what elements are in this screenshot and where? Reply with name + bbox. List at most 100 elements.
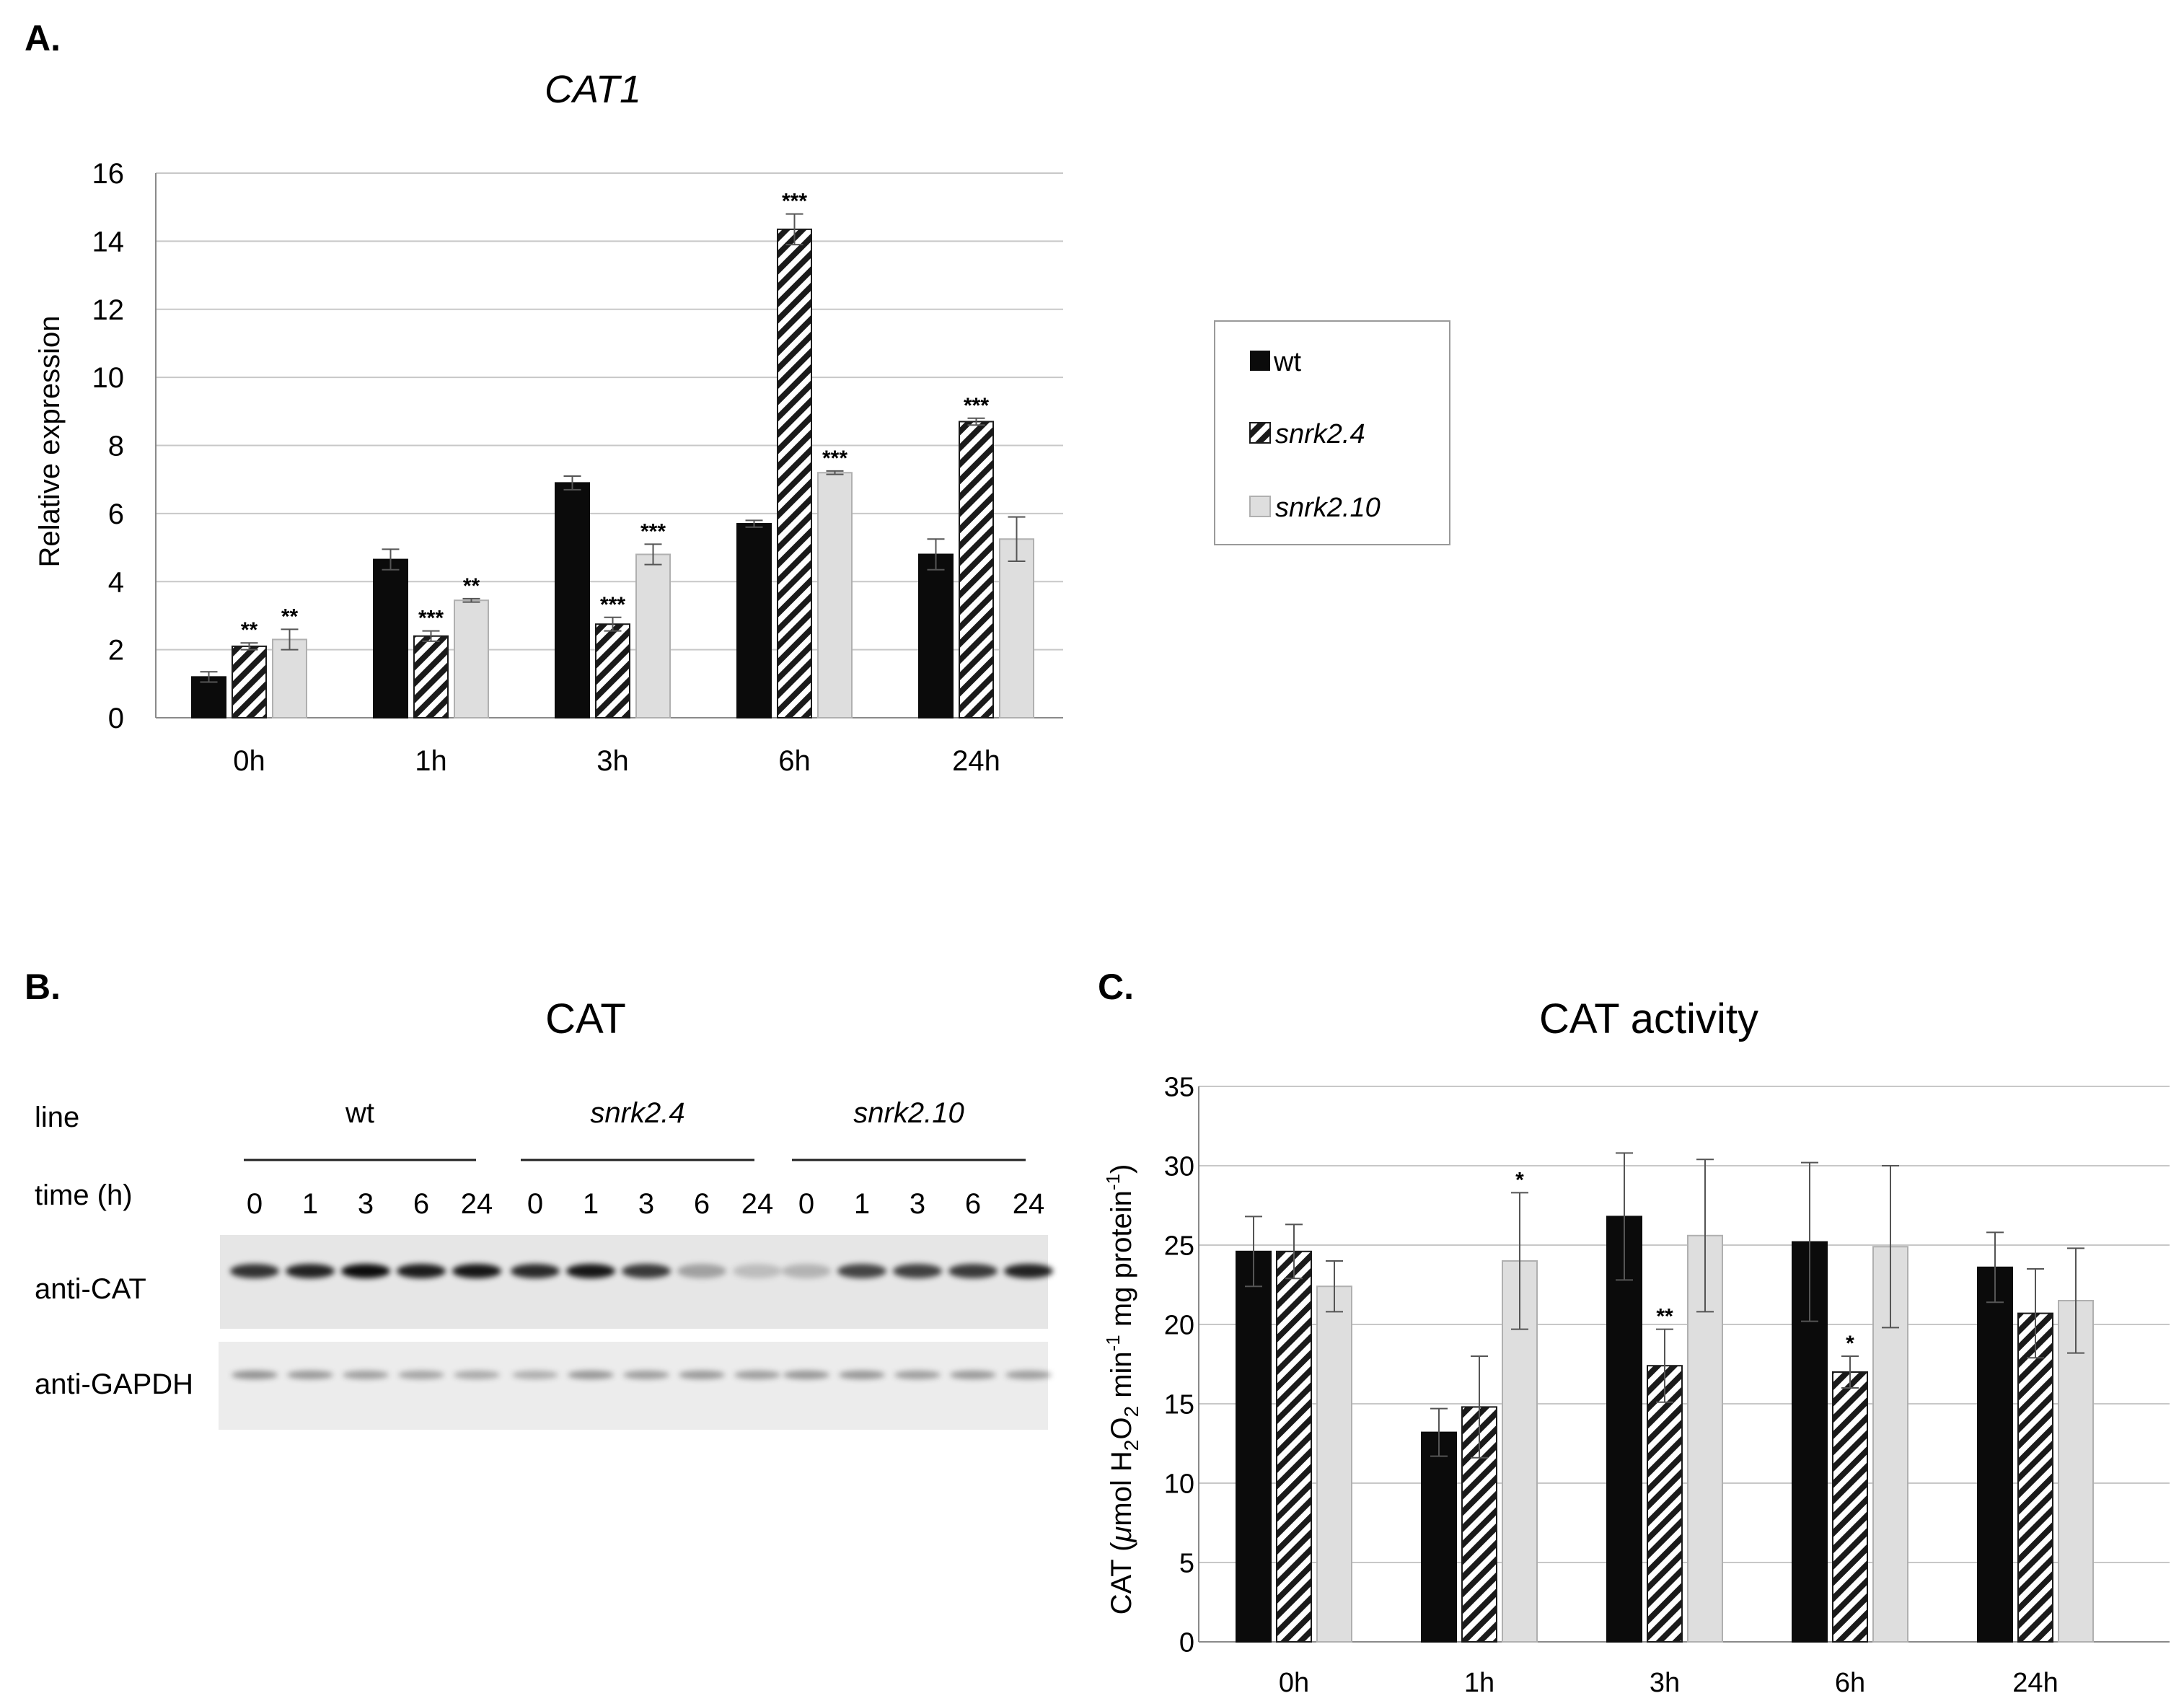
blot-band-anti-gapdh — [894, 1371, 941, 1379]
blot-lane-time-label: 6 — [413, 1188, 429, 1220]
chart-a-x-tick-label: 0h — [233, 745, 265, 777]
blot-band-anti-gapdh — [512, 1371, 558, 1379]
chart-c-y-tick-label: 5 — [1179, 1548, 1194, 1578]
chart-a-x-tick-label: 3h — [596, 745, 629, 777]
blot-lane-time-label: 3 — [910, 1188, 925, 1220]
legend-swatch-snrk2-4 — [1249, 422, 1271, 444]
panel-label-b: B. — [25, 967, 61, 1007]
blot-band-anti-gapdh — [679, 1371, 725, 1379]
chart-a-y-tick-label: 6 — [108, 498, 124, 530]
blot-band-anti-cat — [677, 1264, 726, 1278]
chart-a-bars — [191, 213, 1034, 718]
blot-band-anti-cat — [511, 1264, 560, 1278]
chart-a-x-tick-label: 6h — [778, 745, 811, 777]
chart-c-bar-wt-3h — [1606, 1216, 1642, 1643]
blot-time-label: time (h) — [35, 1179, 133, 1211]
chart-c-x-tick-label: 6h — [1835, 1668, 1865, 1698]
blot-row-label-anti-gapdh: anti-GAPDH — [35, 1368, 193, 1400]
western-blot: CAT line time (h) anti-CAT anti-GAPDH wt… — [35, 995, 1053, 1430]
legend-label-snrk2-4: snrk2.4 — [1275, 419, 1365, 449]
chart-c-x-tick-label: 0h — [1279, 1668, 1309, 1698]
chart-a-significance-label: *** — [822, 447, 847, 470]
chart-c-significance-label: ** — [1656, 1305, 1673, 1329]
blot-band-anti-gapdh — [623, 1371, 669, 1379]
chart-a-bar-wt-6h — [736, 523, 772, 718]
chart-a-x-tick-label: 24h — [952, 745, 1000, 777]
chart-a-y-tick-label: 12 — [92, 294, 125, 326]
blot-band-anti-gapdh — [287, 1371, 333, 1379]
chart-c-bars — [1236, 1152, 2094, 1643]
chart-a-significance-label: *** — [964, 394, 989, 418]
blot-lane-time-label: 6 — [965, 1188, 981, 1220]
blot-lane-time-label: 1 — [302, 1188, 318, 1220]
chart-a-y-tick-label: 4 — [108, 566, 124, 598]
blot-band-anti-cat — [286, 1264, 335, 1278]
chart-a-bar-wt-1h — [373, 558, 408, 718]
blot-band-anti-cat — [452, 1264, 501, 1278]
chart-c-bar-snrk2-10-0h — [1316, 1285, 1352, 1643]
blot-lane-time-label: 0 — [798, 1188, 814, 1220]
blot-band-anti-cat — [837, 1264, 886, 1278]
blot-lane-time-label: 24 — [1013, 1188, 1045, 1220]
blot-line-label: line — [35, 1102, 79, 1133]
chart-a-bar-snrk2-4-6h — [777, 228, 812, 718]
chart-c-y-tick-label: 25 — [1164, 1231, 1194, 1261]
legend-label-snrk2-10: snrk2.10 — [1275, 493, 1381, 523]
chart-a-y-tick-label: 14 — [92, 226, 125, 258]
chart-a-significance-label: *** — [418, 607, 444, 630]
chart-a-bar-wt-0h — [191, 676, 226, 718]
chart-c-x-tick-label: 1h — [1464, 1668, 1494, 1698]
blot-lanes: 0 1 3 6 24 0 1 3 6 24 0 1 3 6 24 — [230, 1159, 1053, 1379]
chart-c-y-tick-label: 30 — [1164, 1151, 1194, 1182]
blot-lane-time-label: 24 — [741, 1188, 774, 1220]
chart-c-bar-wt-1h — [1421, 1431, 1457, 1643]
chart-c-tick-labels: 0 5 10 15 20 25 30 35 0h * 1h ** 3h * 6h 24h — [1164, 1072, 2058, 1698]
blot-group-label-wt: wt — [345, 1097, 374, 1129]
blot-band-anti-cat — [622, 1264, 671, 1278]
chart-a-bar-snrk2-10-24h — [999, 538, 1034, 718]
chart-a-y-tick-label: 16 — [92, 158, 125, 190]
blot-band-anti-gapdh — [783, 1371, 829, 1379]
chart-a-y-tick-label: 10 — [92, 362, 125, 394]
chart-c-bar-snrk2-4-0h — [1276, 1250, 1312, 1643]
chart-a-bar-snrk2-10-1h — [454, 599, 489, 718]
chart-a-significance-label: ** — [463, 574, 480, 598]
chart-a-significance-label: *** — [600, 593, 625, 617]
blot-band-anti-cat — [230, 1264, 279, 1278]
blot-group-label-snrk2-10: snrk2.10 — [853, 1097, 964, 1129]
legend-swatch-snrk2-10 — [1249, 496, 1271, 517]
blot-lane-time-label: 0 — [527, 1188, 543, 1220]
chart-a-bar-snrk2-4-1h — [413, 635, 449, 718]
chart-a-bar-snrk2-10-3h — [635, 553, 671, 718]
chart-c-bar-snrk2-4-6h — [1832, 1371, 1868, 1643]
chart-c-y-tick-label: 10 — [1164, 1469, 1194, 1499]
blot-lane-time-label: 24 — [461, 1188, 493, 1220]
chart-a-significance-label: *** — [782, 190, 807, 214]
blot-band-anti-cat — [1004, 1264, 1053, 1278]
chart-a-cat1-expression: CAT1 Relative expression 0 2 4 6 8 10 12 14 16 **… — [34, 68, 1063, 777]
chart-c-significance-label: * — [1846, 1332, 1854, 1355]
blot-membrane-anti-cat — [220, 1235, 1048, 1329]
chart-a-significance-label: *** — [640, 519, 666, 543]
blot-lane-time-label: 3 — [358, 1188, 374, 1220]
blot-lane-time-label: 1 — [854, 1188, 870, 1220]
blot-band-anti-cat — [397, 1264, 446, 1278]
chart-c-x-tick-label: 24h — [2012, 1668, 2058, 1698]
panel-label-a: A. — [25, 18, 61, 58]
legend-label-wt: wt — [1273, 347, 1301, 377]
chart-c-bar-snrk2-4-3h — [1647, 1365, 1683, 1643]
chart-a-bar-snrk2-10-6h — [817, 472, 853, 718]
chart-a-tick-labels: 0246810121416****0h*****1h******3h******… — [92, 158, 1000, 777]
blot-lane-time-label: 1 — [583, 1188, 599, 1220]
chart-c-cat-activity: CAT activity CAT (μmol H2O2 min-1 mg pro… — [1102, 995, 2170, 1698]
blot-band-anti-gapdh — [232, 1371, 278, 1379]
blot-band-anti-cat — [733, 1264, 782, 1278]
blot-band-anti-gapdh — [1005, 1371, 1052, 1379]
blot-membrane-anti-gapdh — [219, 1342, 1048, 1430]
blot-band-anti-cat — [782, 1264, 831, 1278]
chart-c-y-axis-label: CAT (μmol H2O2 min-1 mg protein-1) — [1102, 1164, 1142, 1615]
blot-title: CAT — [545, 995, 626, 1042]
chart-a-x-tick-label: 1h — [415, 745, 447, 777]
blot-band-anti-gapdh — [454, 1371, 500, 1379]
